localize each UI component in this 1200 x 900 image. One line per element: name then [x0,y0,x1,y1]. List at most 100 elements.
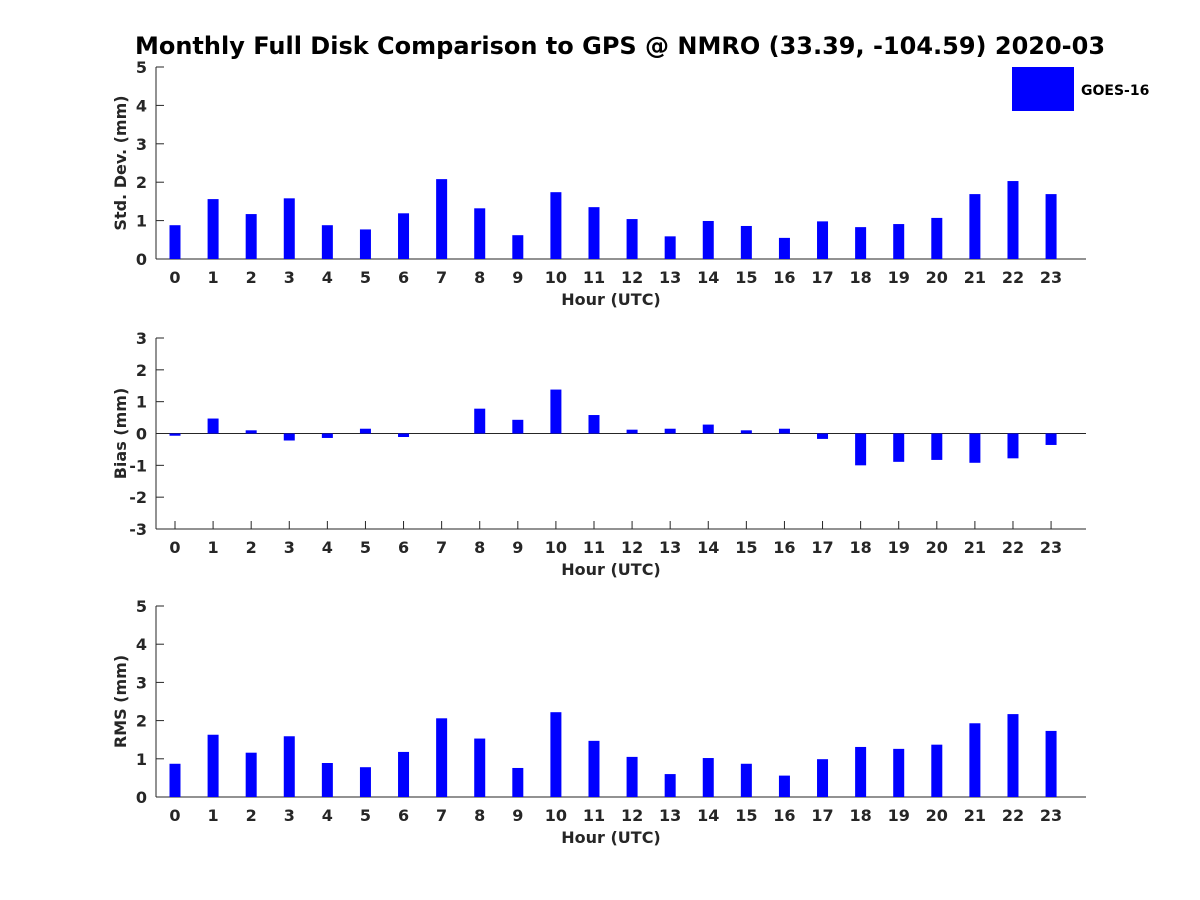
y-axis-title: Bias (mm) [111,388,130,480]
x-tick-label: 13 [659,538,681,557]
bar-hour-9 [512,235,524,259]
x-tick-label: 23 [1040,806,1062,825]
x-tick-label: 14 [697,538,719,557]
bar-hour-15 [740,225,752,259]
x-tick-label: 12 [621,538,643,557]
bar-hour-20 [931,217,943,259]
x-tick-label: 21 [964,268,986,287]
bar-hour-17 [817,433,829,439]
x-tick-label: 9 [512,538,523,557]
bar-hour-23 [1045,194,1057,259]
y-tick-label: 2 [136,173,147,192]
legend-swatch [1012,67,1074,111]
bar-hour-9 [512,419,524,434]
bar-hour-21 [969,723,981,797]
bar-hour-23 [1045,730,1057,797]
bar-hour-2 [245,214,257,259]
x-axis-title: Hour (UTC) [561,828,661,847]
bar-hour-22 [1007,433,1019,459]
x-tick-label: 20 [926,538,948,557]
bar-hour-0 [169,433,181,436]
x-axis-title: Hour (UTC) [561,560,661,579]
bar-hour-21 [969,194,981,259]
x-tick-label: 21 [964,806,986,825]
bar-hour-9 [512,767,524,797]
y-axis-title: Std. Dev. (mm) [111,95,130,230]
y-tick-label: 4 [136,96,147,115]
bar-hour-1 [207,734,219,797]
bar-hour-5 [359,229,371,259]
x-tick-label: 23 [1040,268,1062,287]
bar-hour-23 [1045,433,1057,445]
x-tick-label: 22 [1002,806,1024,825]
bar-hour-19 [893,748,905,797]
bar-hour-5 [359,428,371,434]
x-tick-label: 13 [659,268,681,287]
y-tick-label: 5 [136,58,147,77]
x-tick-label: 20 [926,806,948,825]
x-tick-label: 5 [360,806,371,825]
bar-hour-12 [626,219,638,259]
bar-hour-18 [855,227,867,259]
x-tick-label: 15 [735,806,757,825]
bar-hour-6 [398,433,410,438]
y-tick-label: 2 [136,712,147,731]
x-tick-label: 8 [474,268,485,287]
x-tick-label: 3 [284,268,295,287]
x-tick-label: 12 [621,806,643,825]
x-tick-label: 1 [208,806,219,825]
x-tick-label: 2 [246,538,257,557]
x-tick-label: 19 [888,268,910,287]
x-tick-label: 21 [964,538,986,557]
bar-hour-14 [702,220,714,259]
x-tick-label: 9 [512,268,523,287]
x-tick-label: 18 [849,538,871,557]
bar-hour-10 [550,712,562,797]
x-tick-label: 11 [583,268,605,287]
x-tick-label: 13 [659,806,681,825]
x-tick-label: 6 [398,268,409,287]
bar-hour-8 [474,208,486,259]
y-tick-label: 1 [136,750,147,769]
bar-hour-22 [1007,714,1019,797]
y-tick-label: 0 [136,425,147,444]
x-tick-label: 17 [811,538,833,557]
y-axis-title: RMS (mm) [111,655,130,748]
legend: GOES-16 [1012,67,1149,111]
x-tick-label: 0 [169,268,180,287]
x-tick-label: 0 [169,538,180,557]
bar-hour-16 [778,775,790,797]
x-tick-label: 10 [545,806,567,825]
bar-hour-3 [283,736,295,797]
y-tick-label: 2 [136,361,147,380]
figure-title: Monthly Full Disk Comparison to GPS @ NM… [135,32,1105,60]
x-tick-label: 8 [474,806,485,825]
x-tick-label: 10 [545,268,567,287]
bar-hour-3 [283,198,295,259]
bar-hour-16 [778,428,790,434]
bar-hour-14 [702,758,714,797]
bar-hour-15 [740,430,752,434]
x-tick-label: 19 [888,806,910,825]
y-tick-label: 3 [136,673,147,692]
x-tick-label: 6 [398,806,409,825]
bar-hour-4 [321,763,333,797]
x-tick-label: 11 [583,806,605,825]
bar-hour-0 [169,225,181,259]
bar-hour-22 [1007,181,1019,259]
bar-hour-20 [931,744,943,797]
x-tick-label: 17 [811,806,833,825]
bar-hour-5 [359,767,371,797]
bar-hour-18 [855,746,867,797]
legend-label: GOES-16 [1081,83,1149,99]
bar-hour-4 [321,433,333,438]
x-tick-label: 2 [246,806,257,825]
y-tick-label: 0 [136,250,147,269]
x-tick-label: 3 [284,806,295,825]
bar-hour-14 [702,424,714,434]
